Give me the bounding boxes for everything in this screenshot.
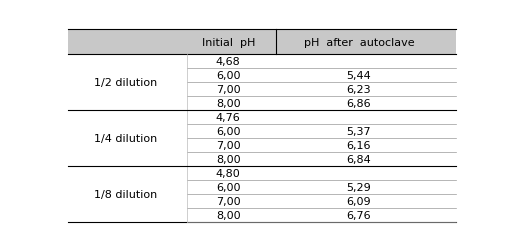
Text: 6,00: 6,00 — [216, 127, 241, 137]
Text: Initial  pH: Initial pH — [201, 38, 255, 48]
Text: 5,29: 5,29 — [346, 183, 371, 192]
Text: 6,76: 6,76 — [346, 210, 371, 220]
Text: 6,84: 6,84 — [346, 155, 371, 165]
Text: 6,09: 6,09 — [346, 196, 371, 206]
Text: 1/2 dilution: 1/2 dilution — [94, 78, 157, 88]
Text: 7,00: 7,00 — [216, 85, 241, 95]
Text: 8,00: 8,00 — [216, 155, 241, 165]
Text: 8,00: 8,00 — [216, 99, 241, 109]
Text: 1/8 dilution: 1/8 dilution — [94, 190, 157, 200]
Text: 5,37: 5,37 — [346, 127, 371, 137]
Text: 4,68: 4,68 — [216, 57, 241, 67]
Text: 6,23: 6,23 — [346, 85, 371, 95]
Text: 6,00: 6,00 — [216, 71, 241, 81]
Text: 6,16: 6,16 — [346, 141, 371, 151]
Text: 6,00: 6,00 — [216, 183, 241, 192]
Text: 5,44: 5,44 — [346, 71, 371, 81]
Text: 6,86: 6,86 — [346, 99, 371, 109]
Text: 4,76: 4,76 — [216, 113, 241, 123]
Text: 1/4 dilution: 1/4 dilution — [94, 134, 157, 144]
Text: 7,00: 7,00 — [216, 196, 241, 206]
Text: 8,00: 8,00 — [216, 210, 241, 220]
Text: 7,00: 7,00 — [216, 141, 241, 151]
Text: 4,80: 4,80 — [216, 169, 241, 179]
Text: pH  after  autoclave: pH after autoclave — [304, 38, 414, 48]
